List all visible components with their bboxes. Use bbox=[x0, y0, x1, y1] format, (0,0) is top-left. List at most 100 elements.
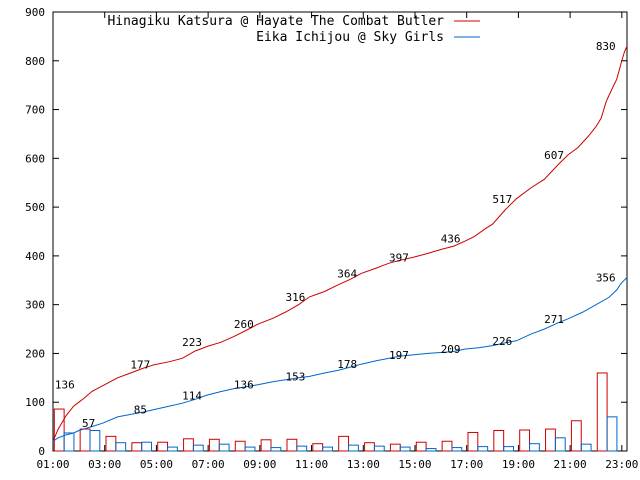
hourly-bar-series-2 bbox=[529, 443, 540, 452]
hourly-bar-series-1 bbox=[183, 438, 194, 452]
hourly-bar-series-1 bbox=[208, 438, 220, 452]
hourly-bar-series-2 bbox=[425, 448, 437, 452]
data-label-series-1: 177 bbox=[130, 359, 150, 372]
data-label-series-1: 436 bbox=[441, 232, 461, 245]
data-label-series-2: 197 bbox=[389, 349, 409, 362]
y-tick-label: 900 bbox=[25, 6, 45, 19]
x-tick-label: 23:00 bbox=[605, 458, 638, 471]
hourly-bar-series-2 bbox=[477, 446, 489, 452]
x-tick-label: 01:00 bbox=[36, 458, 69, 471]
hourly-bar-series-2 bbox=[115, 442, 127, 452]
y-tick-label: 700 bbox=[25, 104, 45, 117]
hourly-bar-series-2 bbox=[141, 441, 153, 452]
x-tick-label: 07:00 bbox=[192, 458, 225, 471]
x-tick-label: 11:00 bbox=[295, 458, 328, 471]
x-tick-label: 15:00 bbox=[398, 458, 431, 471]
x-tick-label: 21:00 bbox=[554, 458, 587, 471]
hourly-bar-series-1 bbox=[596, 372, 608, 452]
data-label-series-2: 136 bbox=[234, 379, 254, 392]
hourly-bar-series-2 bbox=[270, 447, 282, 452]
hourly-bar-series-1 bbox=[286, 438, 298, 452]
hourly-bar-series-1 bbox=[389, 443, 401, 452]
data-label-series-1: 136 bbox=[55, 379, 75, 392]
y-tick-label: 500 bbox=[25, 201, 45, 214]
data-label-series-2: 209 bbox=[441, 343, 461, 356]
data-label-series-2: 226 bbox=[492, 335, 512, 348]
hourly-bar-series-2 bbox=[322, 446, 334, 452]
legend-label-series-1: Hinagiku Katsura @ Hayate The Combat But… bbox=[107, 14, 444, 29]
legend: Hinagiku Katsura @ Hayate The Combat But… bbox=[107, 14, 480, 45]
hourly-bar-series-2 bbox=[192, 444, 204, 452]
x-tick-label: 03:00 bbox=[88, 458, 121, 471]
y-tick-label: 600 bbox=[25, 152, 45, 165]
cumulative-line-series-1 bbox=[52, 45, 628, 442]
hourly-bar-series-2 bbox=[580, 443, 592, 452]
y-tick-label: 400 bbox=[25, 250, 45, 263]
hourly-bar-series-2 bbox=[348, 444, 359, 452]
hourly-bar-series-1 bbox=[493, 430, 505, 452]
hourly-bar-series-2 bbox=[63, 432, 75, 452]
cumulative-line-series-2 bbox=[52, 277, 628, 442]
hourly-bar-series-1 bbox=[260, 439, 272, 452]
y-tick-label: 800 bbox=[25, 55, 45, 68]
data-label-series-1: 517 bbox=[492, 193, 512, 206]
hourly-bar-series-1 bbox=[519, 429, 531, 452]
hourly-bar-series-1 bbox=[131, 442, 143, 452]
y-tick-label: 100 bbox=[25, 396, 45, 409]
hourly-bar-series-1 bbox=[467, 431, 479, 452]
hourly-bar-series-1 bbox=[79, 428, 91, 452]
data-label-series-2: 85 bbox=[134, 404, 147, 417]
hourly-bar-series-1 bbox=[312, 443, 324, 452]
x-tick-label: 19:00 bbox=[502, 458, 535, 471]
hourly-bar-series-2 bbox=[167, 446, 178, 452]
data-label-series-2: 153 bbox=[286, 370, 306, 383]
hourly-bar-series-2 bbox=[399, 446, 411, 452]
hourly-bar-series-1 bbox=[105, 435, 117, 452]
cumulative-lines bbox=[52, 45, 628, 442]
axes-frame bbox=[52, 11, 628, 452]
data-label-series-2: 271 bbox=[544, 313, 564, 326]
y-tick-label: 200 bbox=[25, 347, 45, 360]
tick-labels: 0 100 200 300 400 500 600 700 800 900 01:00 03:00 05… bbox=[25, 6, 638, 471]
data-label-series-1: 316 bbox=[286, 291, 306, 304]
data-label-series-2: 57 bbox=[82, 417, 95, 430]
hourly-bar-series-1 bbox=[53, 408, 65, 452]
data-label-series-1: 364 bbox=[337, 267, 357, 280]
hourly-bar-series-1 bbox=[234, 440, 246, 452]
hourly-bar-series-2 bbox=[554, 437, 566, 452]
hourly-bar-series-2 bbox=[503, 446, 514, 452]
data-label-series-1: 260 bbox=[234, 318, 254, 331]
x-tick-label: 13:00 bbox=[347, 458, 380, 471]
hourly-bar-series-1 bbox=[570, 420, 582, 452]
data-label-series-2: 178 bbox=[337, 358, 357, 371]
hourly-bar-series-1 bbox=[338, 435, 350, 452]
hourly-bar-series-2 bbox=[451, 447, 463, 452]
hourly-bars bbox=[53, 372, 618, 452]
data-label-series-2: 114 bbox=[182, 389, 202, 402]
data-label-series-1: 397 bbox=[389, 251, 409, 264]
hourly-bar-series-1 bbox=[545, 428, 556, 452]
y-tick-label: 300 bbox=[25, 299, 45, 312]
hourly-bar-series-2 bbox=[296, 445, 308, 452]
y-tick-label: 0 bbox=[38, 445, 45, 458]
data-labels: 136 177 223 260 316 364 397 436 517 607 830 57 85 114… bbox=[55, 40, 616, 430]
x-tick-label: 17:00 bbox=[450, 458, 483, 471]
hourly-bar-series-2 bbox=[218, 443, 230, 452]
hourly-bar-series-2 bbox=[89, 430, 101, 452]
hourly-bar-series-1 bbox=[415, 441, 427, 452]
x-tick-label: 05:00 bbox=[140, 458, 173, 471]
hourly-bar-series-1 bbox=[157, 441, 169, 452]
data-label-series-1: 830 bbox=[596, 40, 616, 53]
hourly-bar-series-2 bbox=[244, 446, 256, 452]
hourly-bar-series-2 bbox=[606, 416, 618, 452]
hourly-bar-series-1 bbox=[364, 442, 375, 452]
data-label-series-2: 356 bbox=[596, 271, 616, 284]
hourly-bar-series-1 bbox=[441, 440, 453, 452]
hourly-bar-series-2 bbox=[373, 445, 385, 452]
data-label-series-1: 607 bbox=[544, 149, 564, 162]
plot-border bbox=[52, 11, 628, 452]
data-label-series-1: 223 bbox=[182, 336, 202, 349]
x-tick-label: 09:00 bbox=[243, 458, 276, 471]
